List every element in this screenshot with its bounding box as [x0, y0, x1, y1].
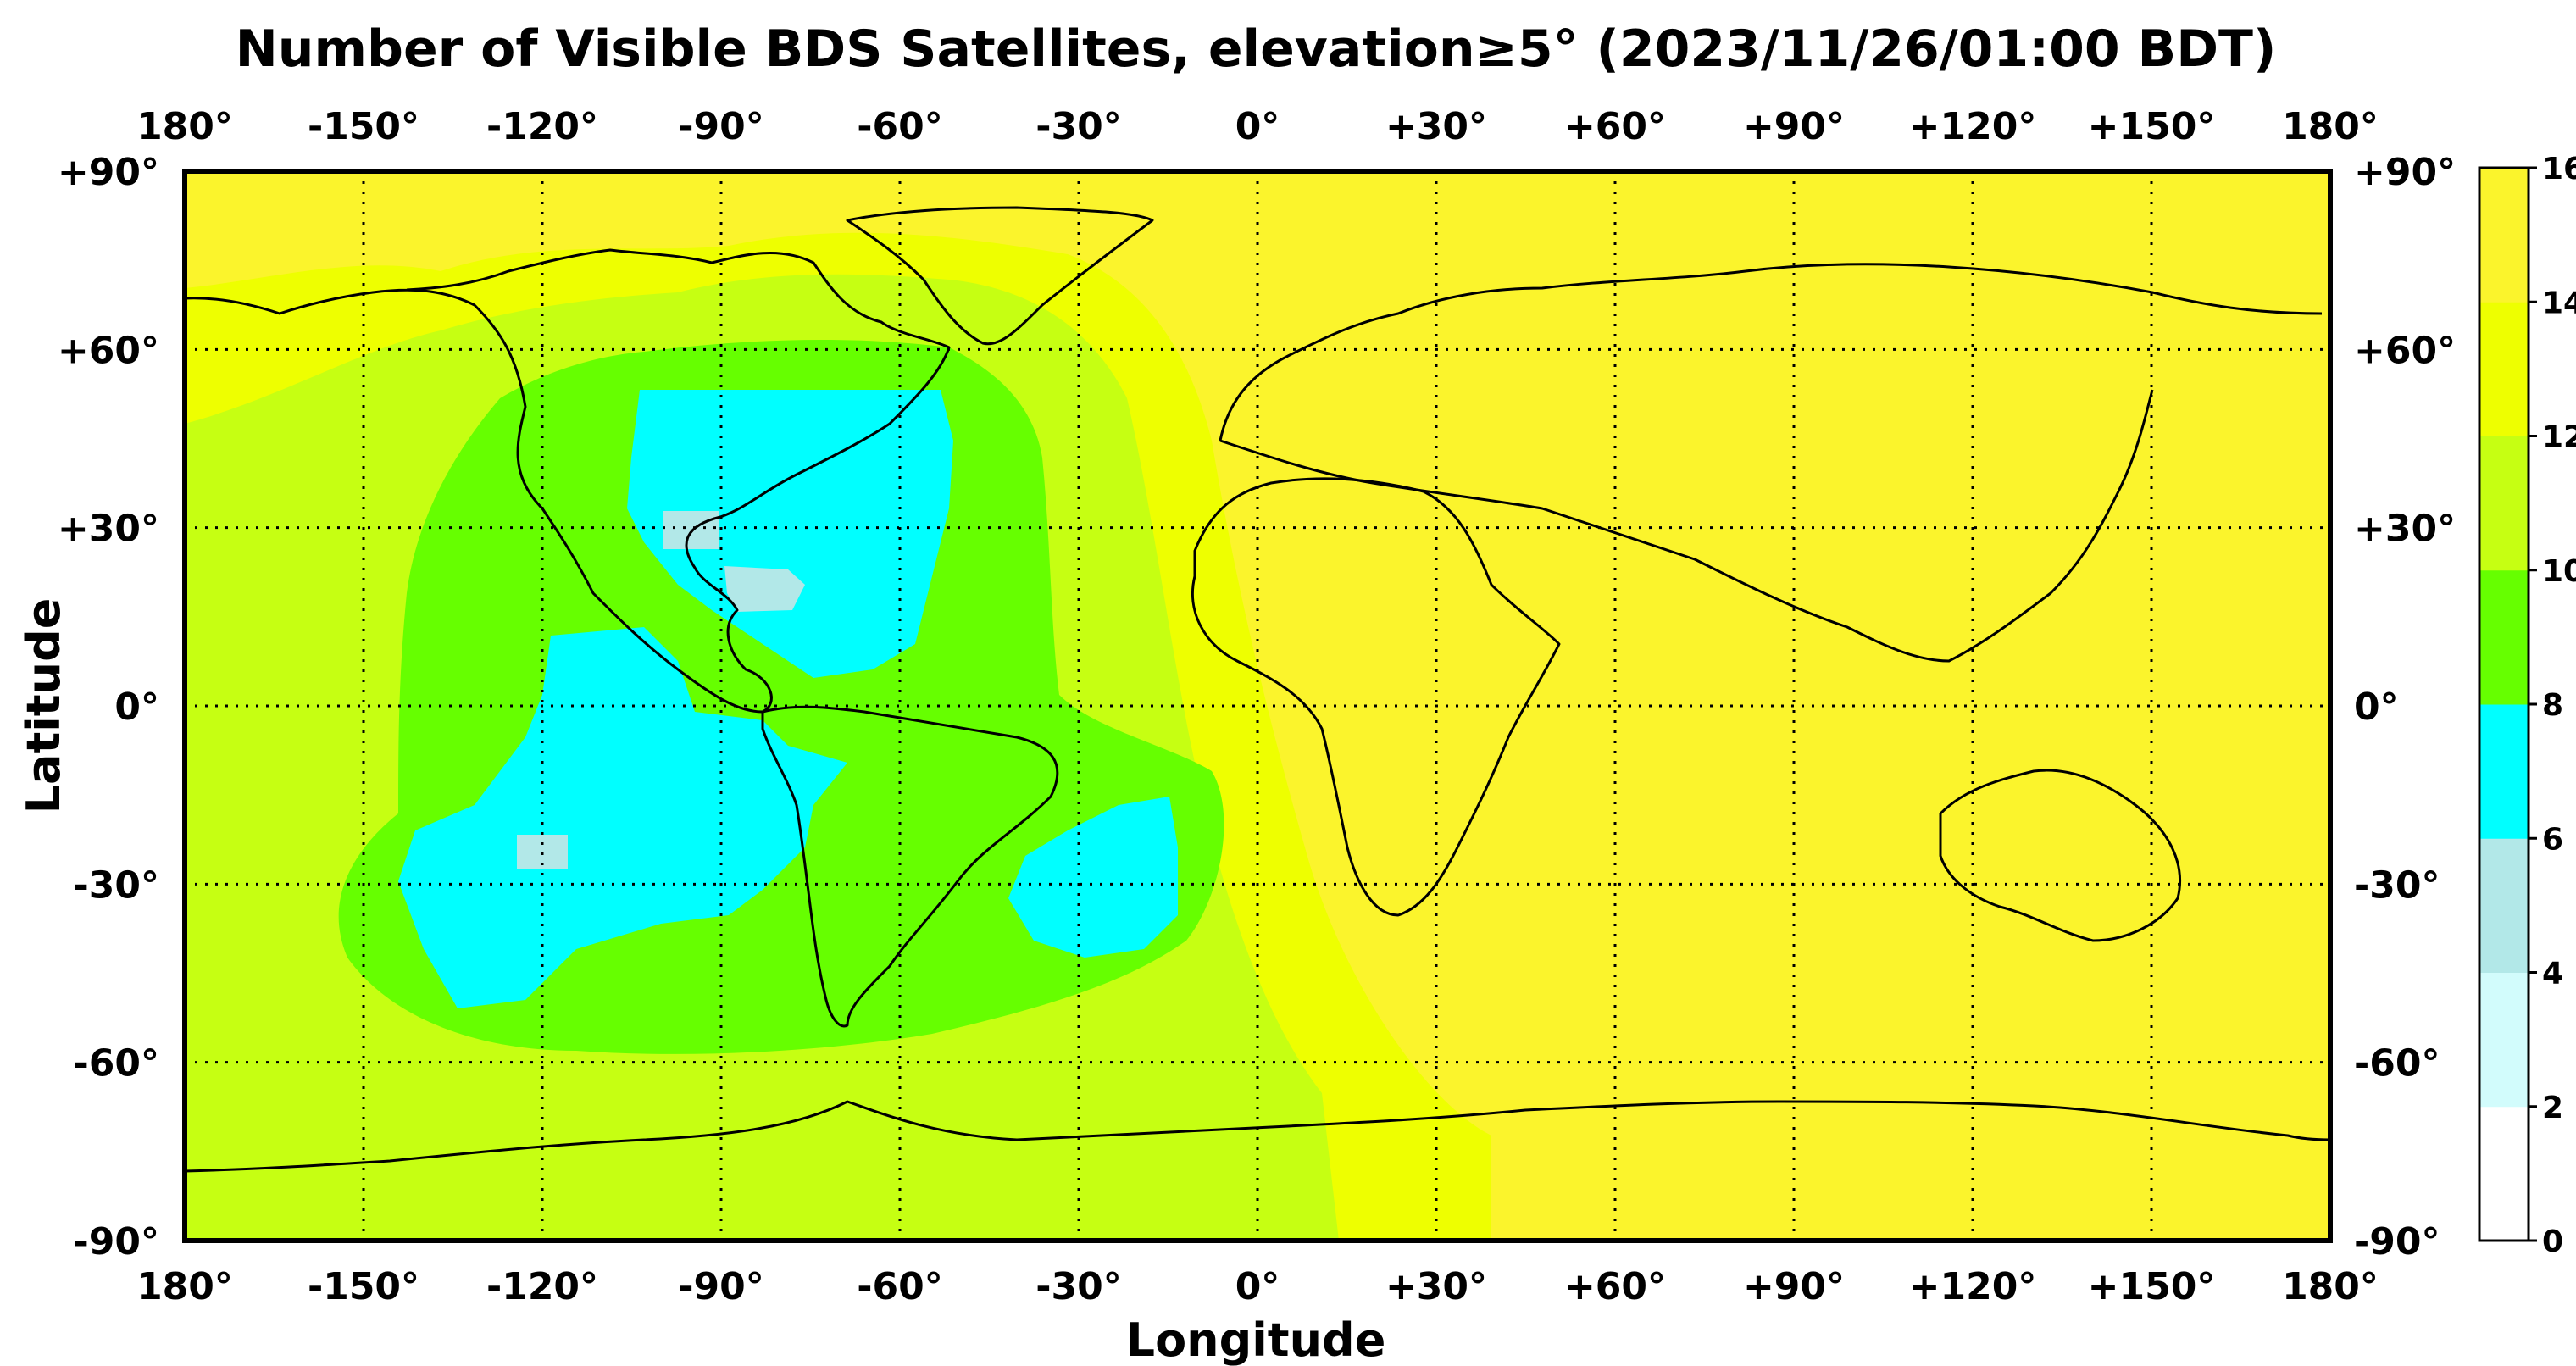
- longitude-tick-label-bottom: +90°: [1743, 1265, 1845, 1308]
- latitude-tick-label-right: +90°: [2354, 151, 2456, 194]
- longitude-tick-label-top: -120°: [486, 105, 598, 148]
- longitude-tick-label-bottom: +60°: [1564, 1265, 1666, 1308]
- latitude-tick-label-right: -30°: [2354, 863, 2440, 907]
- colorbar-tick-label: 4: [2542, 957, 2563, 991]
- latitude-tick-label-right: +30°: [2354, 508, 2456, 551]
- longitude-tick-label-bottom: -150°: [308, 1265, 419, 1308]
- longitude-tick-label-top: 180°: [136, 105, 233, 148]
- colorbar-segment: [2479, 704, 2529, 839]
- latitude-tick-label-left: +30°: [58, 508, 159, 551]
- colorbar-tick-label: 10: [2542, 554, 2576, 589]
- coastlines: [185, 206, 2330, 1173]
- longitude-tick-label-top: 180°: [2282, 105, 2379, 148]
- longitude-tick-label-bottom: -90°: [678, 1265, 764, 1308]
- pale-caribbean: [724, 566, 805, 612]
- colorbar-segment: [2479, 302, 2529, 436]
- coast-south-america: [761, 705, 1059, 1028]
- longitude-tick-label-top: +30°: [1385, 105, 1487, 148]
- longitude-tick-label-top: +60°: [1564, 105, 1666, 148]
- longitude-ticks-top: 180° -150° -120° -90° -60° -30° 0° +30° +60° +90°…: [136, 105, 2379, 148]
- colorbar-tick-label: 14: [2542, 286, 2576, 320]
- map-title: Number of Visible BDS Satellites, elevat…: [236, 19, 2277, 79]
- graticule: [185, 171, 2330, 1241]
- latitude-tick-label-left: 0°: [114, 686, 159, 729]
- longitude-ticks-bottom: 180° -150° -120° -90° -60° -30° 0° +30° +60° +90°…: [136, 1265, 2379, 1308]
- colorbar-tick-label: 0: [2542, 1224, 2563, 1259]
- longitude-tick-label-bottom: -30°: [1035, 1265, 1122, 1308]
- latitude-tick-label-left: -90°: [74, 1220, 160, 1263]
- colorbar-segment: [2479, 1106, 2529, 1241]
- colorbar-segment: [2479, 569, 2529, 705]
- colorbar-segment: [2479, 838, 2529, 973]
- longitude-tick-label-bottom: -60°: [857, 1265, 943, 1308]
- x-axis-label: Longitude: [1126, 1313, 1386, 1366]
- latitude-tick-label-right: -60°: [2354, 1042, 2440, 1086]
- colorbar: 0 2 4 6 8 10 12 14 16: [2478, 152, 2576, 1259]
- latitude-tick-label-left: -60°: [74, 1042, 160, 1086]
- longitude-tick-label-top: -150°: [308, 105, 419, 148]
- colorbar-segment: [2479, 168, 2529, 303]
- longitude-tick-label-top: +120°: [1909, 105, 2037, 148]
- longitude-tick-label-bottom: 0°: [1235, 1265, 1280, 1308]
- longitude-tick-label-bottom: +120°: [1909, 1265, 2037, 1308]
- longitude-tick-label-bottom: 180°: [136, 1265, 233, 1308]
- latitude-tick-label-right: +60°: [2354, 329, 2456, 372]
- coast-africa: [1191, 477, 1561, 917]
- cyan-north-america: [627, 390, 953, 678]
- cyan-south-atlantic: [1008, 797, 1178, 958]
- coast-greenland: [846, 206, 1154, 346]
- longitude-tick-label-top: +90°: [1743, 105, 1845, 148]
- latitude-tick-label-right: 0°: [2354, 686, 2399, 729]
- colorbar-tick-label: 8: [2542, 688, 2563, 723]
- latitude-tick-label-left: +60°: [58, 329, 159, 372]
- longitude-tick-label-top: -30°: [1035, 105, 1122, 148]
- longitude-tick-label-bottom: -120°: [486, 1265, 598, 1308]
- latitude-tick-label-left: +90°: [58, 151, 159, 194]
- longitude-tick-label-bottom: +30°: [1385, 1265, 1487, 1308]
- latitude-ticks-right: +90° +60° +30° 0° -30° -60° -90°: [2354, 151, 2456, 1263]
- plot-area: [185, 171, 2330, 1241]
- colorbar-tick-label: 16: [2542, 152, 2576, 186]
- longitude-tick-label-top: +150°: [2088, 105, 2216, 148]
- longitude-tick-label-bottom: 180°: [2282, 1265, 2379, 1308]
- colorbar-tick-label: 6: [2542, 822, 2563, 857]
- longitude-tick-label-top: -60°: [857, 105, 943, 148]
- longitude-tick-label-top: -90°: [678, 105, 764, 148]
- coast-antarctica: [185, 1100, 2330, 1173]
- latitude-ticks-left: +90° +60° +30° 0° -30° -60° -90°: [58, 151, 159, 1263]
- pale-gulf: [663, 511, 719, 549]
- y-axis-label: Latitude: [17, 598, 70, 814]
- cyan-south-pacific: [398, 627, 847, 1008]
- colorbar-segment: [2479, 436, 2529, 571]
- latitude-tick-label-left: -30°: [74, 863, 160, 907]
- latitude-tick-label-right: -90°: [2354, 1220, 2440, 1263]
- coast-australia: [1939, 769, 2182, 942]
- longitude-tick-label-bottom: +150°: [2088, 1265, 2216, 1308]
- longitude-tick-label-top: 0°: [1235, 105, 1280, 148]
- colorbar-segment: [2479, 972, 2529, 1108]
- map-frame: [182, 169, 2333, 1243]
- colorbar-tick-label: 12: [2542, 420, 2576, 455]
- colorbar-tick-label: 2: [2542, 1091, 2563, 1125]
- coast-north-america: [185, 248, 951, 714]
